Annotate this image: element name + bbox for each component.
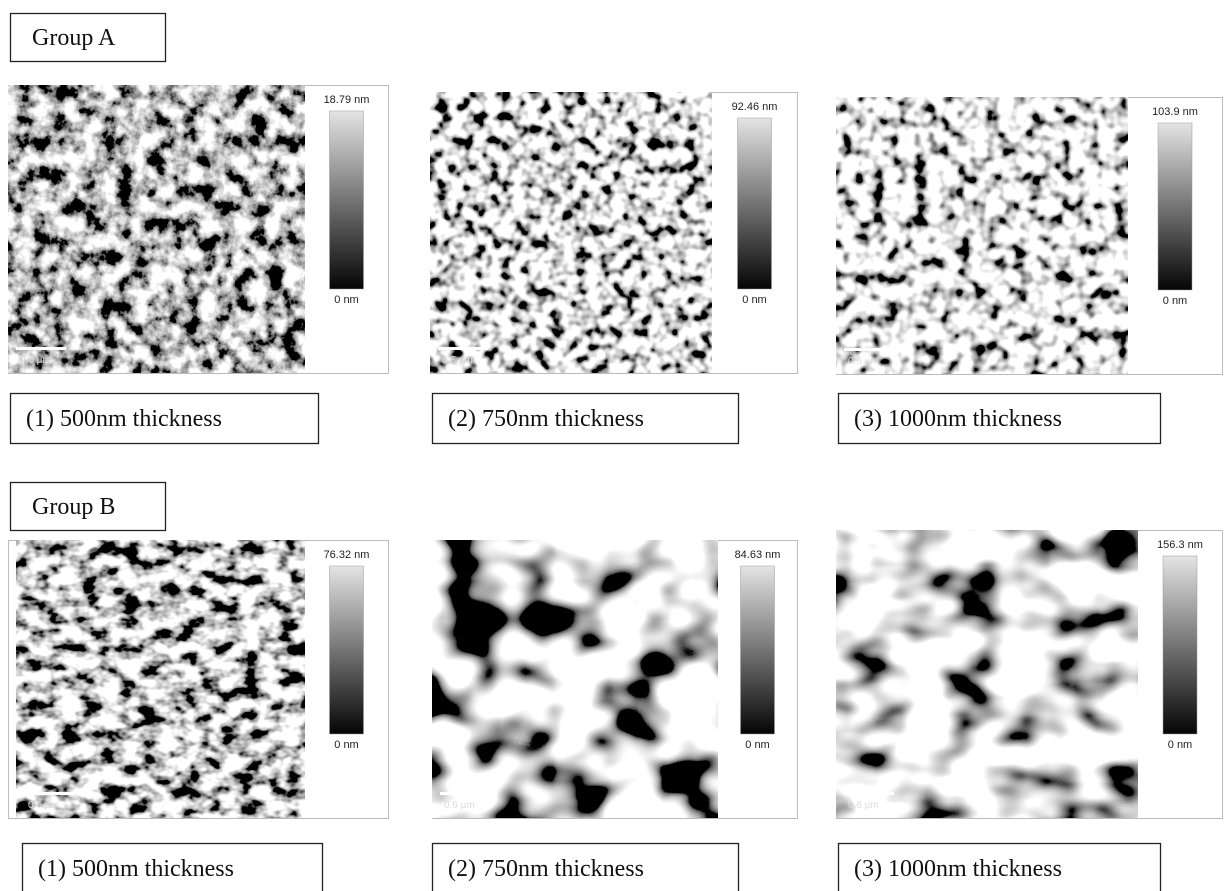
caption: (2) 750nm thickness bbox=[448, 406, 644, 432]
scale-bar-label: 0.6 µm bbox=[28, 800, 59, 811]
scale-max: 156.3 nm bbox=[1157, 539, 1203, 551]
group-label: Group A bbox=[32, 25, 116, 51]
caption: (1) 500nm thickness bbox=[26, 406, 222, 432]
scale-bar-line bbox=[844, 348, 894, 351]
afm-image bbox=[432, 540, 718, 818]
scale-bar-label: 0.6 µm bbox=[20, 355, 51, 366]
scale-bar-label: 0.6 µm bbox=[848, 356, 879, 367]
color-bar bbox=[330, 111, 364, 289]
scale-bar-label: 0.6 µm bbox=[442, 355, 473, 366]
caption: (2) 750nm thickness bbox=[448, 856, 644, 882]
scale-bar-line bbox=[24, 792, 74, 795]
scale-bar-label: 0.6 µm bbox=[848, 800, 879, 811]
scale-bar-line bbox=[440, 792, 490, 795]
scale-max: 18.79 nm bbox=[324, 94, 370, 106]
scale-min: 0 nm bbox=[334, 739, 358, 751]
afm-image bbox=[836, 97, 1128, 374]
afm-image bbox=[430, 92, 712, 373]
scale-max: 103.9 nm bbox=[1152, 106, 1198, 118]
color-bar bbox=[1163, 556, 1197, 734]
afm-image bbox=[16, 540, 305, 818]
scale-min: 0 nm bbox=[334, 294, 358, 306]
figure: Group A 18.79 nm 0 nm 0.6 µm (1) 500nm thick… bbox=[0, 0, 1227, 891]
scale-max: 92.46 nm bbox=[732, 101, 778, 113]
group-label: Group B bbox=[32, 494, 115, 520]
caption: (3) 1000nm thickness bbox=[854, 406, 1062, 432]
scale-max: 76.32 nm bbox=[324, 549, 370, 561]
scale-bar-label: 0.6 µm bbox=[444, 800, 475, 811]
scale-bar-line bbox=[438, 347, 488, 350]
scale-min: 0 nm bbox=[742, 294, 766, 306]
caption: (3) 1000nm thickness bbox=[854, 856, 1062, 882]
color-bar bbox=[330, 566, 364, 734]
scale-min: 0 nm bbox=[1168, 739, 1192, 751]
afm-image bbox=[836, 530, 1138, 818]
scale-bar-line bbox=[844, 792, 894, 795]
scale-bar-line bbox=[16, 347, 66, 350]
color-bar bbox=[1158, 123, 1192, 290]
color-bar bbox=[741, 566, 775, 734]
color-bar bbox=[738, 118, 772, 289]
scale-max: 84.63 nm bbox=[735, 549, 781, 561]
afm-image bbox=[8, 85, 305, 373]
scale-min: 0 nm bbox=[1163, 295, 1187, 307]
caption: (1) 500nm thickness bbox=[38, 856, 234, 882]
scale-min: 0 nm bbox=[745, 739, 769, 751]
